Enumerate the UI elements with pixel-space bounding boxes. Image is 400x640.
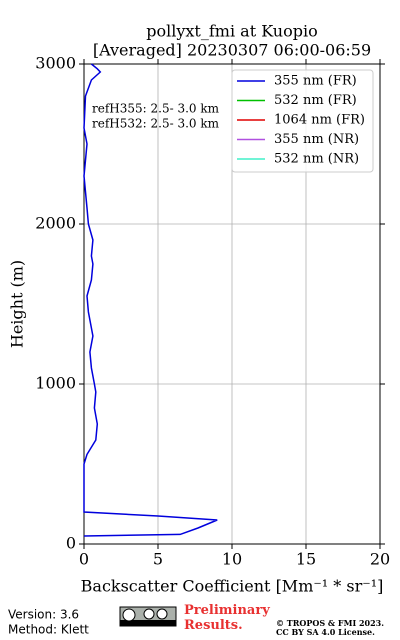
y-tick-label: 2000 [35,214,76,233]
legend-label: 1064 nm (FR) [274,113,365,128]
x-tick-label: 15 [296,550,316,569]
version: Version: 3.6 [8,608,79,622]
y-axis-label: Height (m) [8,260,27,348]
x-tick-label: 10 [222,550,242,569]
legend-label: 532 nm (NR) [274,152,359,167]
y-tick-label: 1000 [35,374,76,393]
method: Method: Klett [8,623,89,637]
copyright: CC BY SA 4.0 License. [276,627,375,637]
x-tick-label: 0 [79,550,89,569]
y-tick-label: 0 [66,534,76,553]
annotation: refH355: 2.5- 3.0 km [92,102,220,116]
copyright: © TROPOS & FMI 2023. [276,618,384,628]
legend-box [231,69,374,173]
chart-title: pollyxt_fmi at Kuopio [146,22,317,41]
y-tick-label: 3000 [35,54,76,73]
legend-label: 355 nm (NR) [274,132,359,147]
x-tick-label: 20 [370,550,390,569]
legend-label: 532 nm (FR) [274,93,357,108]
plot-frame [83,63,381,545]
profile-line [83,63,218,537]
legend-label: 355 nm (FR) [274,74,357,89]
license-logo [119,606,177,627]
notice: Preliminary Results. [184,603,270,633]
chart-subtitle: [Averaged] 20230307 06:00-06:59 [93,41,371,60]
annotation: refH532: 2.5- 3.0 km [92,117,220,131]
x-axis-label: Backscatter Coefficient [Mm⁻¹ * sr⁻¹] [81,577,384,596]
x-tick-label: 5 [153,550,163,569]
